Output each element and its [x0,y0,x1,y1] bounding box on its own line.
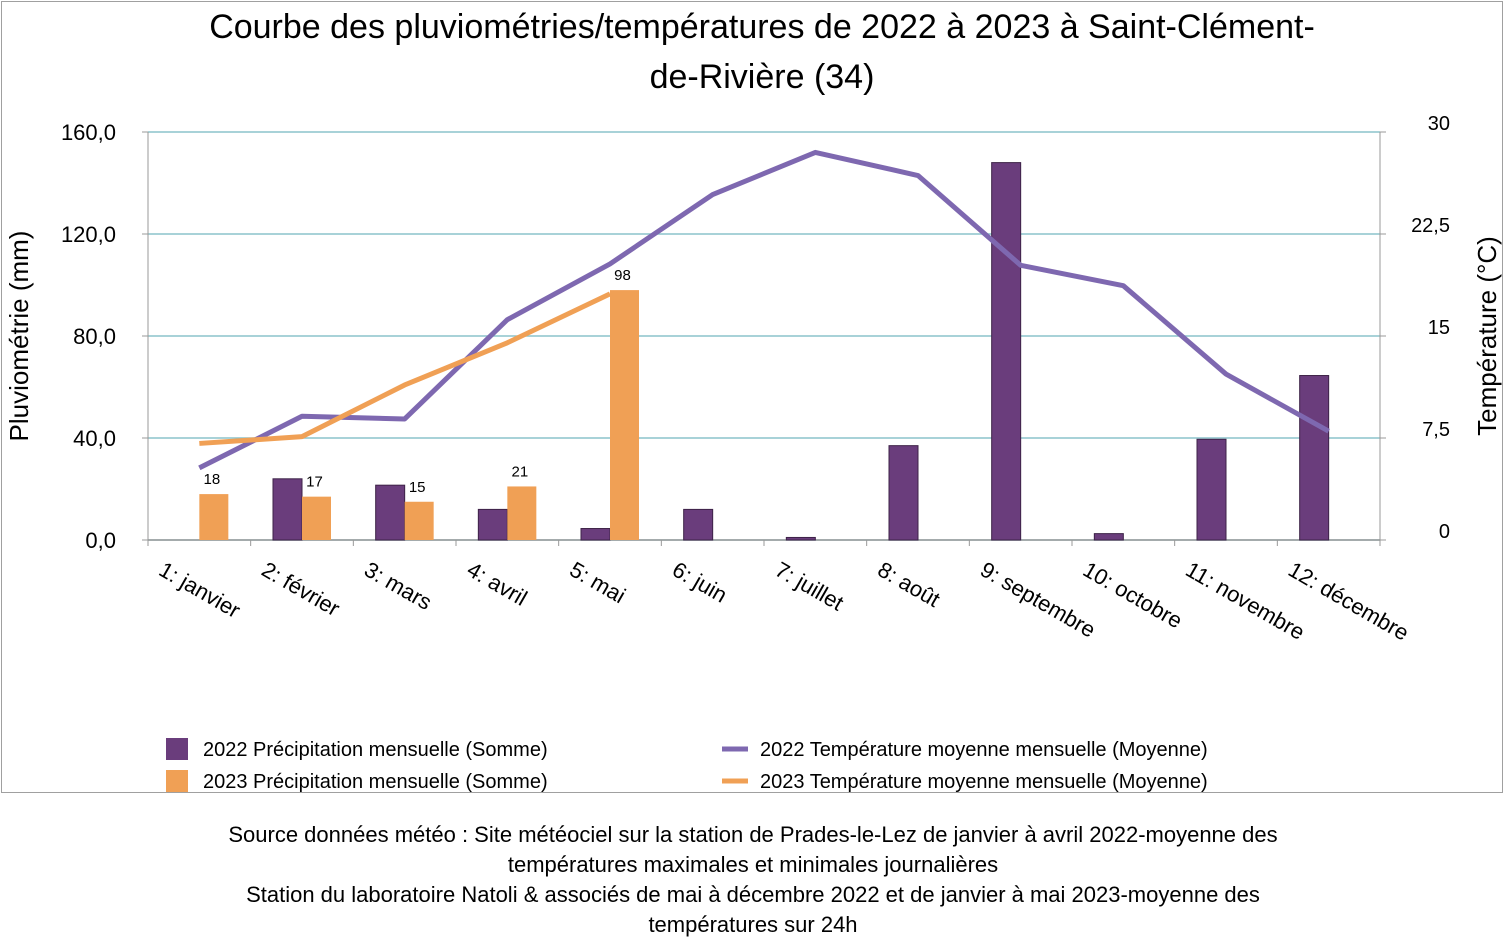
legend-label: 2022 Température moyenne mensuelle (Moye… [760,739,1208,761]
bar-2023 [199,494,229,540]
legend-swatch [166,770,188,792]
legend-label: 2023 Précipitation mensuelle (Somme) [203,771,548,793]
x-tick-label: 6: juin [668,557,731,608]
data-label: 18 [203,471,220,488]
bar-2022 [991,162,1022,541]
data-label: 17 [306,474,323,491]
bar-2023 [507,486,537,540]
chart-title: de-Rivière (34) [650,58,875,96]
y-tick-label-right: 7,5 [1422,419,1450,441]
legend-label: 2022 Précipitation mensuelle (Somme) [203,739,548,761]
chart-title: Courbe des pluviométries/températures de… [209,8,1315,46]
bar-2022 [477,508,508,541]
y-axis-title-left: Pluviométrie (mm) [4,231,34,442]
bar-2022 [272,478,303,541]
bar-2023 [610,290,639,540]
y-tick-label-left: 80,0 [73,324,116,349]
y-tick-label-right: 15 [1428,317,1450,339]
data-label: 21 [511,463,528,480]
bar-2023 [302,496,331,540]
legend-label: 2023 Température moyenne mensuelle (Moye… [760,771,1208,793]
y-tick-label-left: 120,0 [61,222,116,247]
legend-swatch [166,738,188,760]
bar-2022 [375,484,406,541]
line-series-2022 [198,149,1330,471]
bar-2023 [404,501,434,540]
source-note-line: températures sur 24h [648,912,858,937]
data-label: 15 [409,479,426,496]
bar-2022 [888,445,919,541]
source-note-line: Station du laboratoire Natoli & associés… [246,882,1260,907]
source-note: Source données météo : Site météociel su… [0,820,1506,940]
x-tick-label: 1: janvier [155,557,245,623]
y-tick-label-right: 0 [1439,521,1450,543]
bar-2022 [683,508,714,541]
y-tick-label-right: 30 [1428,113,1450,135]
combo-chart: Courbe des pluviométries/températures de… [4,8,1502,793]
x-tick-label: 3: mars [360,557,436,615]
y-tick-label-right: 22,5 [1411,215,1450,237]
bar-2022 [785,536,816,541]
source-note-line: températures maximales et minimales jour… [507,852,999,877]
chart-frame [1,1,1503,793]
x-tick-label: 5: mai [566,557,630,609]
y-tick-label-left: 40,0 [73,426,116,451]
bar-2022 [1093,533,1124,541]
x-tick-label: 4: avril [463,557,532,611]
y-tick-label-left: 160,0 [61,120,116,145]
x-tick-label: 7: juillet [771,557,848,616]
x-tick-label: 8: août [874,557,945,612]
y-axis-title-right: Température (°C) [1472,236,1502,436]
source-note-line: Source données météo : Site météociel su… [228,822,1278,847]
bar-2022 [1196,438,1227,541]
x-tick-label: 2: février [258,557,345,621]
y-tick-label-left: 0,0 [85,528,116,553]
x-tick-label: 9: septembre [976,557,1100,643]
line-series-2023 [199,291,612,446]
bar-2022 [580,528,611,541]
bar-2022 [1299,375,1330,541]
data-label: 98 [614,267,631,284]
